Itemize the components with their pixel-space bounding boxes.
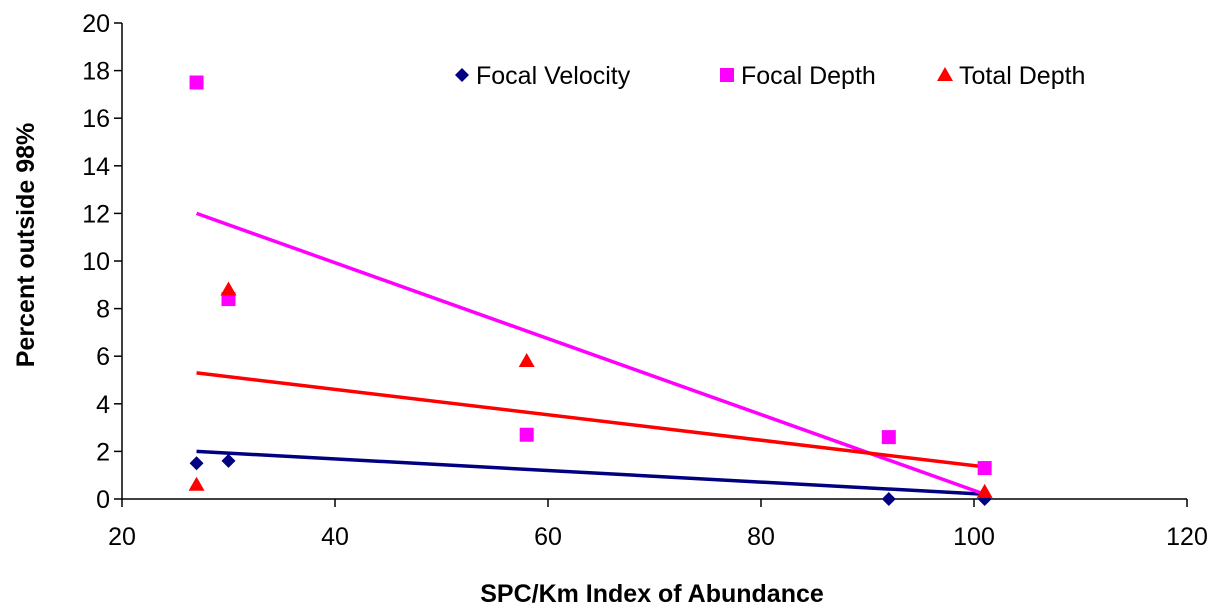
y-tick-label: 8: [96, 296, 110, 324]
legend-focal-depth-marker: [720, 68, 734, 82]
y-tick-label: 6: [96, 343, 110, 371]
y-tick-label: 12: [82, 200, 110, 228]
legend-focal-depth-label: Focal Depth: [741, 62, 876, 90]
legend-total-depth-marker: [937, 67, 953, 81]
point-total-depth: [220, 281, 237, 296]
y-tick-label: 16: [82, 105, 110, 133]
trendline-total-depth: [196, 371, 985, 469]
trendlines: [195, 211, 986, 496]
x-tick-label: 40: [321, 523, 349, 551]
point-total-depth: [518, 352, 535, 367]
y-tick-label: 4: [96, 391, 110, 419]
point-total-depth: [976, 483, 993, 498]
legend: Focal Velocity Focal Depth Total Depth: [455, 62, 1085, 90]
y-tick-label: 10: [82, 248, 110, 276]
data-markers: [188, 75, 993, 506]
y-tick-label: 0: [96, 486, 110, 514]
y-tick-label: 18: [82, 58, 110, 86]
point-focal-depth: [189, 75, 204, 90]
x-tick-label: 60: [534, 523, 562, 551]
y-tick-label: 2: [96, 438, 110, 466]
point-focal-depth: [221, 292, 236, 307]
point-focal-depth: [881, 430, 896, 445]
y-axis: 0 2 4 6 8 10 12 14 16 18 20: [82, 10, 123, 514]
point-total-depth: [188, 476, 205, 491]
legend-total-depth-label: Total Depth: [959, 62, 1085, 90]
x-tick-label: 100: [953, 523, 995, 551]
point-focal-velocity: [221, 453, 236, 468]
legend-focal-velocity-label: Focal Velocity: [476, 62, 631, 90]
trendline-focal-velocity: [196, 449, 985, 496]
x-tick-label: 20: [108, 523, 136, 551]
legend-focal-velocity-marker: [455, 68, 469, 82]
x-tick-label: 80: [747, 523, 775, 551]
y-tick-label: 14: [82, 153, 110, 181]
x-tick-label: 120: [1166, 523, 1208, 551]
x-axis-title: SPC/Km Index of Abundance: [480, 580, 824, 608]
point-focal-velocity: [189, 456, 204, 471]
point-focal-velocity: [881, 492, 896, 506]
trendline-focal-depth: [195, 211, 986, 496]
y-tick-label: 20: [82, 10, 110, 38]
point-focal-depth: [977, 461, 992, 476]
point-focal-depth: [519, 427, 534, 442]
y-axis-title: Percent outside 98%: [12, 123, 40, 368]
x-axis: 20 40 60 80 100 120: [108, 498, 1208, 551]
